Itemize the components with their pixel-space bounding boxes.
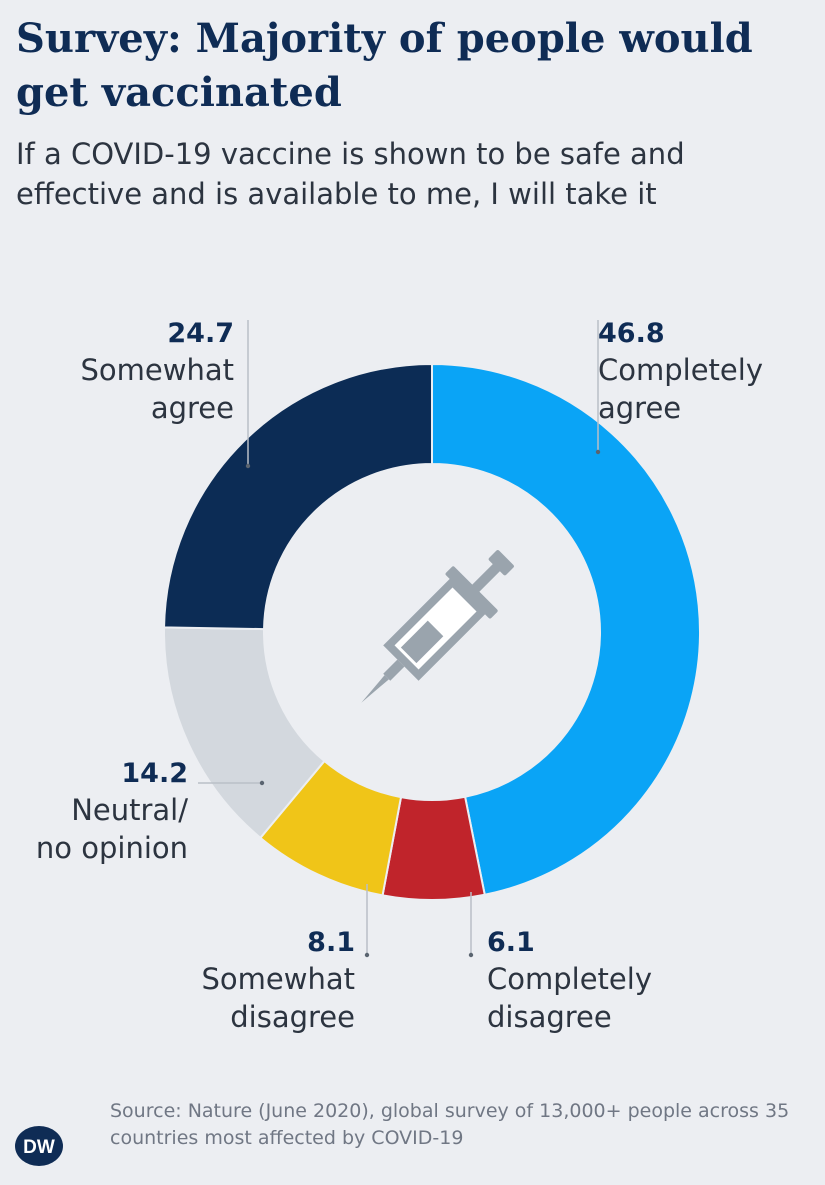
donut-slice	[163, 362, 433, 631]
leader-dot	[468, 952, 474, 958]
slice-category-label: Neutral/	[71, 793, 188, 827]
leader-dot	[595, 449, 601, 455]
dw-logo: DW	[15, 1126, 63, 1166]
slice-category-label: disagree	[230, 1000, 355, 1034]
slice-category-label: Somewhat	[202, 962, 355, 996]
leader-dot	[245, 463, 251, 469]
slice-category-label: agree	[598, 391, 681, 425]
slice-category-label: Completely	[598, 353, 763, 387]
slice-value-label: 46.8	[598, 318, 665, 349]
slice-value-label: 6.1	[487, 927, 535, 958]
slice-category-label: Completely	[487, 962, 652, 996]
svg-text:DW: DW	[23, 1137, 55, 1158]
slice-value-label: 24.7	[167, 318, 234, 349]
syringe-icon	[361, 550, 514, 703]
slice-category-label: no opinion	[36, 831, 188, 865]
donut-slices	[163, 362, 702, 901]
donut-slice	[431, 362, 702, 896]
slice-labels: 46.8 Completely agree 6.1 Completely disagree…	[36, 318, 763, 1034]
leader-dot	[259, 780, 265, 786]
slice-category-label: agree	[151, 391, 234, 425]
slice-category-label: Somewhat	[81, 353, 234, 387]
chart-title: Survey: Majority of people would get vac…	[16, 15, 753, 116]
leader-lines	[198, 320, 601, 958]
source-note: Source: Nature (June 2020), global surve…	[110, 1100, 790, 1149]
chart-subtitle: If a COVID-19 vaccine is shown to be saf…	[16, 137, 685, 211]
slice-category-label: disagree	[487, 1000, 612, 1034]
slice-value-label: 8.1	[307, 927, 355, 958]
slice-value-label: 14.2	[121, 758, 188, 789]
leader-dot	[364, 952, 370, 958]
